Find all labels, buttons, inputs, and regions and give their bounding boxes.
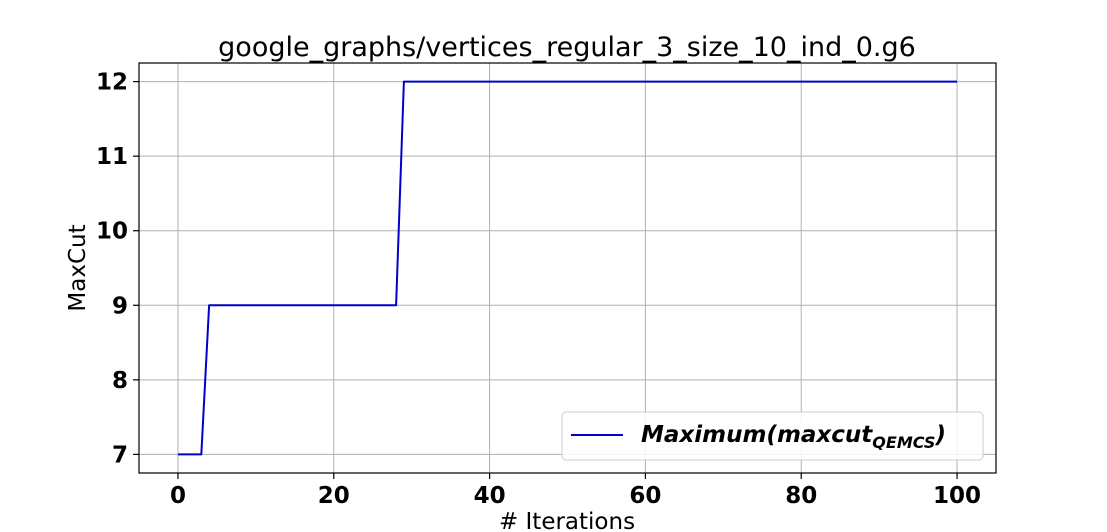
x-axis-label: # Iterations — [499, 509, 635, 532]
legend-label-main: Maximum(maxcut — [641, 422, 873, 448]
legend-label: Maximum(maxcutQEMCS) — [641, 422, 946, 452]
x-axis: 0 20 40 60 80 100 — [170, 473, 981, 509]
legend: Maximum(maxcutQEMCS) — [561, 411, 984, 461]
y-axis-label: MaxCut — [65, 224, 91, 311]
y-tick-label: 11 — [96, 144, 128, 170]
series-line — [177, 80, 958, 456]
y-tick-label: 7 — [112, 442, 128, 468]
x-tick-label: 80 — [785, 483, 817, 509]
legend-label-subscript: QEMCS — [872, 433, 935, 452]
y-tick-label: 9 — [112, 293, 128, 319]
y-axis: 7 8 9 10 11 12 — [96, 70, 139, 468]
legend-box — [561, 411, 984, 461]
chart-title: google_graphs/vertices_regular_3_size_10… — [218, 32, 916, 63]
series-layer — [177, 80, 958, 456]
grid — [139, 63, 996, 473]
y-tick-label: 10 — [96, 219, 128, 245]
x-tick-label: 20 — [318, 483, 350, 509]
y-tick-label: 8 — [112, 368, 128, 394]
y-tick-label: 12 — [96, 70, 128, 96]
legend-label-close: ) — [934, 422, 946, 448]
x-tick-label: 0 — [170, 483, 186, 509]
x-tick-label: 60 — [629, 483, 661, 509]
x-tick-label: 100 — [933, 483, 981, 509]
plot-frame — [138, 62, 997, 474]
x-tick-label: 40 — [474, 483, 506, 509]
